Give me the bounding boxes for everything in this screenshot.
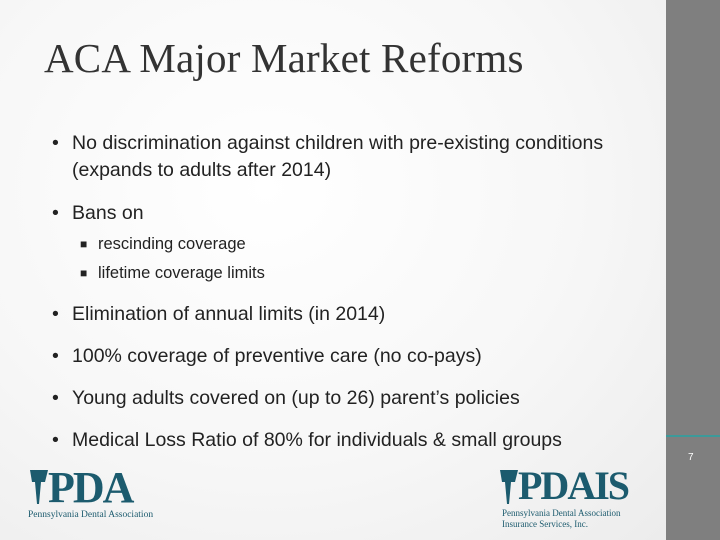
sidebar-accent-line: [666, 435, 720, 437]
pda-logo-mark: PDA: [48, 463, 134, 512]
bullet-item: No discrimination against children with …: [50, 130, 650, 184]
bullet-item: Young adults covered on (up to 26) paren…: [50, 385, 650, 412]
bullet-item: Medical Loss Ratio of 80% for individual…: [50, 427, 650, 454]
pdais-logo-subtitle-line1: Pennsylvania Dental Association: [502, 508, 621, 518]
bullet-text: Young adults covered on (up to 26) paren…: [72, 387, 520, 409]
slide-number: 7: [688, 452, 694, 463]
sub-bullet-text: rescinding coverage: [98, 235, 246, 253]
sub-bullet-item: ■ rescinding coverage: [50, 231, 650, 258]
bullet-text: 100% coverage of preventive care (no co-…: [72, 345, 482, 367]
pda-logo: PDA Pennsylvania Dental Association: [26, 463, 166, 524]
square-bullet-icon: ■: [80, 266, 88, 280]
pda-logo-subtitle: Pennsylvania Dental Association: [28, 510, 154, 520]
square-bullet-icon: ■: [80, 237, 88, 251]
bullet-text: Bans on: [72, 202, 144, 224]
bullet-item: Bans on: [50, 200, 650, 227]
sub-bullet-text: lifetime coverage limits: [98, 264, 265, 282]
slide-title: ACA Major Market Reforms: [44, 35, 524, 81]
pdais-logo-mark: PDAIS: [518, 463, 630, 508]
bullet-text: Elimination of annual limits (in 2014): [72, 303, 386, 325]
pdais-logo-subtitle-line2: Insurance Services, Inc.: [502, 519, 588, 529]
sub-bullet-item: ■ lifetime coverage limits: [50, 260, 650, 287]
bullet-item: 100% coverage of preventive care (no co-…: [50, 343, 650, 370]
tooth-icon: [30, 470, 48, 504]
bullet-list: No discrimination against children with …: [50, 130, 650, 454]
bullet-text: No discrimination against children with …: [72, 132, 604, 181]
slide: ACA Major Market Reforms No discriminati…: [0, 0, 666, 540]
tooth-icon: [500, 470, 518, 504]
bullet-text: Medical Loss Ratio of 80% for individual…: [72, 429, 562, 451]
pdais-logo: PDAIS Pennsylvania Dental Association In…: [498, 463, 640, 530]
bullet-item: Elimination of annual limits (in 2014): [50, 301, 650, 328]
